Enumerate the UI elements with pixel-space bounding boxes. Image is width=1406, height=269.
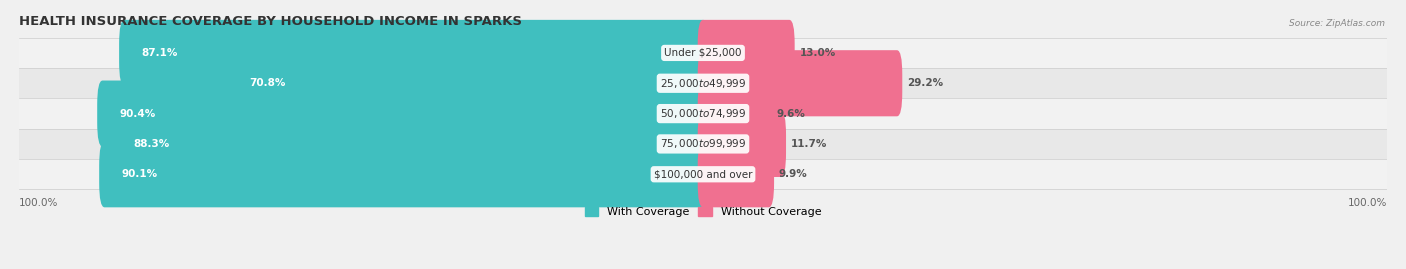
Text: 90.1%: 90.1% [121,169,157,179]
Bar [18,38,1388,68]
Text: 9.6%: 9.6% [776,109,806,119]
Legend: With Coverage, Without Coverage: With Coverage, Without Coverage [581,202,825,222]
Text: 88.3%: 88.3% [134,139,169,149]
Bar [18,98,1388,129]
Bar [18,129,1388,159]
Text: Source: ZipAtlas.com: Source: ZipAtlas.com [1289,19,1385,28]
Bar [18,159,1388,189]
FancyBboxPatch shape [228,50,709,116]
Text: 9.9%: 9.9% [779,169,807,179]
FancyBboxPatch shape [697,141,775,207]
Text: $25,000 to $49,999: $25,000 to $49,999 [659,77,747,90]
FancyBboxPatch shape [120,20,709,86]
Text: 13.0%: 13.0% [800,48,835,58]
Text: $75,000 to $99,999: $75,000 to $99,999 [659,137,747,150]
FancyBboxPatch shape [97,80,709,147]
Bar [18,68,1388,98]
FancyBboxPatch shape [697,80,772,147]
Text: $50,000 to $74,999: $50,000 to $74,999 [659,107,747,120]
FancyBboxPatch shape [697,111,786,177]
FancyBboxPatch shape [697,20,794,86]
Text: 70.8%: 70.8% [249,78,285,88]
Text: HEALTH INSURANCE COVERAGE BY HOUSEHOLD INCOME IN SPARKS: HEALTH INSURANCE COVERAGE BY HOUSEHOLD I… [18,15,522,28]
FancyBboxPatch shape [100,141,709,207]
FancyBboxPatch shape [697,50,903,116]
Text: 29.2%: 29.2% [907,78,943,88]
Text: $100,000 and over: $100,000 and over [654,169,752,179]
Text: 90.4%: 90.4% [120,109,156,119]
FancyBboxPatch shape [111,111,709,177]
Text: 87.1%: 87.1% [141,48,177,58]
Text: Under $25,000: Under $25,000 [664,48,742,58]
Text: 11.7%: 11.7% [790,139,827,149]
